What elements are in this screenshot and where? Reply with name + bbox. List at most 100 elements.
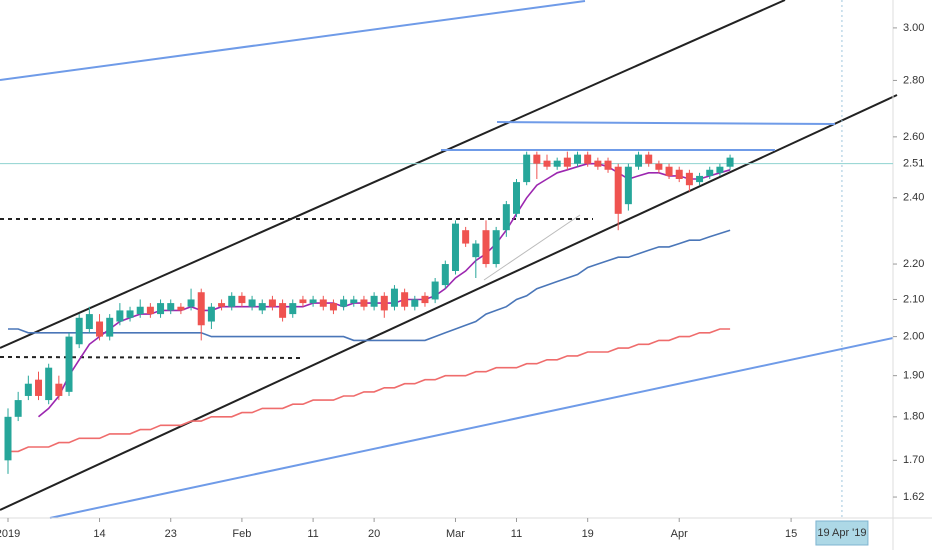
candle-body [157, 303, 165, 315]
x-tick-label: 11 [307, 528, 318, 540]
candle-body [218, 303, 226, 307]
candle-body [197, 292, 205, 326]
candle-body [65, 336, 73, 392]
candle-body [329, 303, 337, 311]
candle-body [268, 299, 276, 307]
candle-body [574, 154, 582, 164]
candle-body [360, 299, 368, 307]
x-tick-label: 15 [785, 528, 797, 540]
y-tick-label: 1.90 [903, 370, 924, 382]
candle-body [462, 230, 470, 244]
x-tick-label: 14 [93, 528, 105, 540]
candle-body [85, 314, 93, 330]
last-price-box [895, 154, 931, 173]
trend-line [0, 0, 586, 81]
candle-body [594, 160, 602, 167]
y-tick-label: 1.80 [903, 411, 924, 423]
candle-body [370, 295, 378, 307]
crosshair-label: 19 Apr '19 [817, 527, 866, 539]
candle-body [279, 303, 287, 318]
y-tick-label: 2.20 [903, 258, 924, 270]
trend-line [49, 337, 894, 519]
candle-body [706, 169, 714, 176]
y-tick-label: 2.80 [903, 74, 924, 86]
candle-body [207, 306, 215, 322]
dashed-level [0, 356, 304, 359]
candle-body [624, 166, 632, 205]
last-price-label: 2.51 [903, 158, 924, 170]
y-tick-label: 2.00 [903, 331, 924, 343]
candle-body [136, 306, 144, 315]
x-tick-label: Apr [671, 528, 688, 540]
resistance-line [496, 121, 836, 125]
candle-body [553, 160, 561, 167]
y-tick-label: 2.40 [903, 192, 924, 204]
candle-body [146, 306, 154, 315]
y-tick-label: 2.10 [903, 293, 924, 305]
crosshair-label-box [815, 520, 869, 546]
candle-body [421, 295, 429, 304]
candle-body [106, 317, 114, 337]
candle-body [716, 166, 724, 173]
candle-body [4, 416, 12, 461]
candle-body [96, 321, 104, 337]
candle-body [726, 157, 734, 167]
candle-body [431, 281, 439, 300]
channel-line [0, 0, 786, 349]
candle-body [167, 303, 175, 311]
x-tick-label: 23 [165, 528, 177, 540]
candle-body [228, 295, 236, 307]
candle-body [411, 299, 419, 307]
candle-body [523, 154, 531, 183]
x-tick-label: Mar [446, 528, 465, 540]
candle-body [451, 223, 459, 271]
candle-body [340, 299, 348, 307]
candle-body [24, 383, 32, 396]
candle-body [126, 310, 134, 318]
candle-body [248, 299, 256, 307]
candle-body [696, 175, 704, 183]
y-tick-label: 1.62 [903, 491, 924, 503]
candle-body [45, 367, 53, 401]
candle-body [390, 288, 398, 307]
candle-body [502, 204, 510, 231]
helper-line [483, 214, 581, 281]
candle-body [299, 299, 307, 304]
y-tick-label: 3.00 [903, 22, 924, 34]
candle-body [55, 383, 63, 396]
x-tick-label: 19 [582, 528, 594, 540]
candle-body [14, 400, 22, 417]
candle-body [584, 154, 592, 164]
candle-body [492, 230, 500, 265]
candle-body [309, 299, 317, 304]
candle-body [289, 303, 297, 315]
candle-body [350, 299, 358, 304]
candle-body [116, 310, 124, 322]
candle-body [675, 169, 683, 179]
candle-body [635, 154, 643, 167]
x-tick-label: 20 [368, 528, 380, 540]
candle-body [319, 299, 327, 307]
candle-body [614, 166, 622, 214]
candle-body [665, 166, 673, 176]
x-tick-label: 11 [511, 528, 522, 540]
candle-body [177, 306, 185, 311]
moving-average [8, 229, 731, 342]
drawings [0, 0, 898, 519]
moving-average [8, 328, 731, 453]
candle-body [238, 295, 246, 304]
candle-body [258, 303, 266, 311]
candle-body [645, 154, 653, 164]
candle-body [472, 243, 480, 258]
candle-body [482, 230, 490, 265]
candle-body [604, 160, 612, 170]
candle-body [441, 264, 449, 286]
candle-body [655, 163, 663, 170]
candle-body [187, 299, 195, 307]
y-tick-label: 2.60 [903, 131, 924, 143]
candle-body [563, 157, 571, 167]
